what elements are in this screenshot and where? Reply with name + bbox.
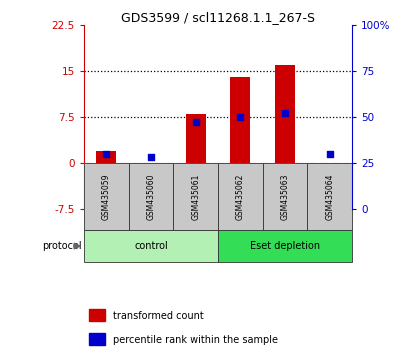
- Text: GSM435060: GSM435060: [146, 173, 156, 220]
- Title: GDS3599 / scl11268.1.1_267-S: GDS3599 / scl11268.1.1_267-S: [121, 11, 315, 24]
- FancyBboxPatch shape: [129, 163, 173, 230]
- Point: [282, 110, 288, 116]
- Text: protocol: protocol: [42, 241, 82, 251]
- Point: [192, 120, 199, 125]
- FancyBboxPatch shape: [263, 163, 307, 230]
- Point: [326, 151, 333, 156]
- Text: percentile rank within the sample: percentile rank within the sample: [114, 335, 278, 345]
- FancyBboxPatch shape: [84, 230, 218, 262]
- Bar: [275, 65, 295, 163]
- FancyBboxPatch shape: [308, 163, 352, 230]
- Point: [148, 154, 154, 160]
- Text: control: control: [134, 241, 168, 251]
- Text: Eset depletion: Eset depletion: [250, 241, 320, 251]
- Text: GSM435063: GSM435063: [280, 173, 290, 220]
- FancyBboxPatch shape: [218, 230, 352, 262]
- Text: GSM435061: GSM435061: [191, 173, 200, 220]
- Bar: [96, 150, 116, 163]
- Bar: [230, 77, 250, 163]
- Bar: [89, 309, 106, 321]
- Text: GSM435064: GSM435064: [325, 173, 334, 220]
- FancyBboxPatch shape: [174, 163, 218, 230]
- FancyBboxPatch shape: [218, 163, 262, 230]
- Bar: [186, 114, 206, 163]
- Point: [103, 151, 110, 156]
- Bar: [89, 333, 106, 345]
- Point: [237, 114, 244, 120]
- Text: GSM435059: GSM435059: [102, 173, 111, 220]
- Text: transformed count: transformed count: [114, 311, 204, 321]
- Bar: [320, 163, 340, 166]
- Text: GSM435062: GSM435062: [236, 173, 245, 220]
- Bar: [141, 163, 161, 172]
- FancyBboxPatch shape: [84, 163, 128, 230]
